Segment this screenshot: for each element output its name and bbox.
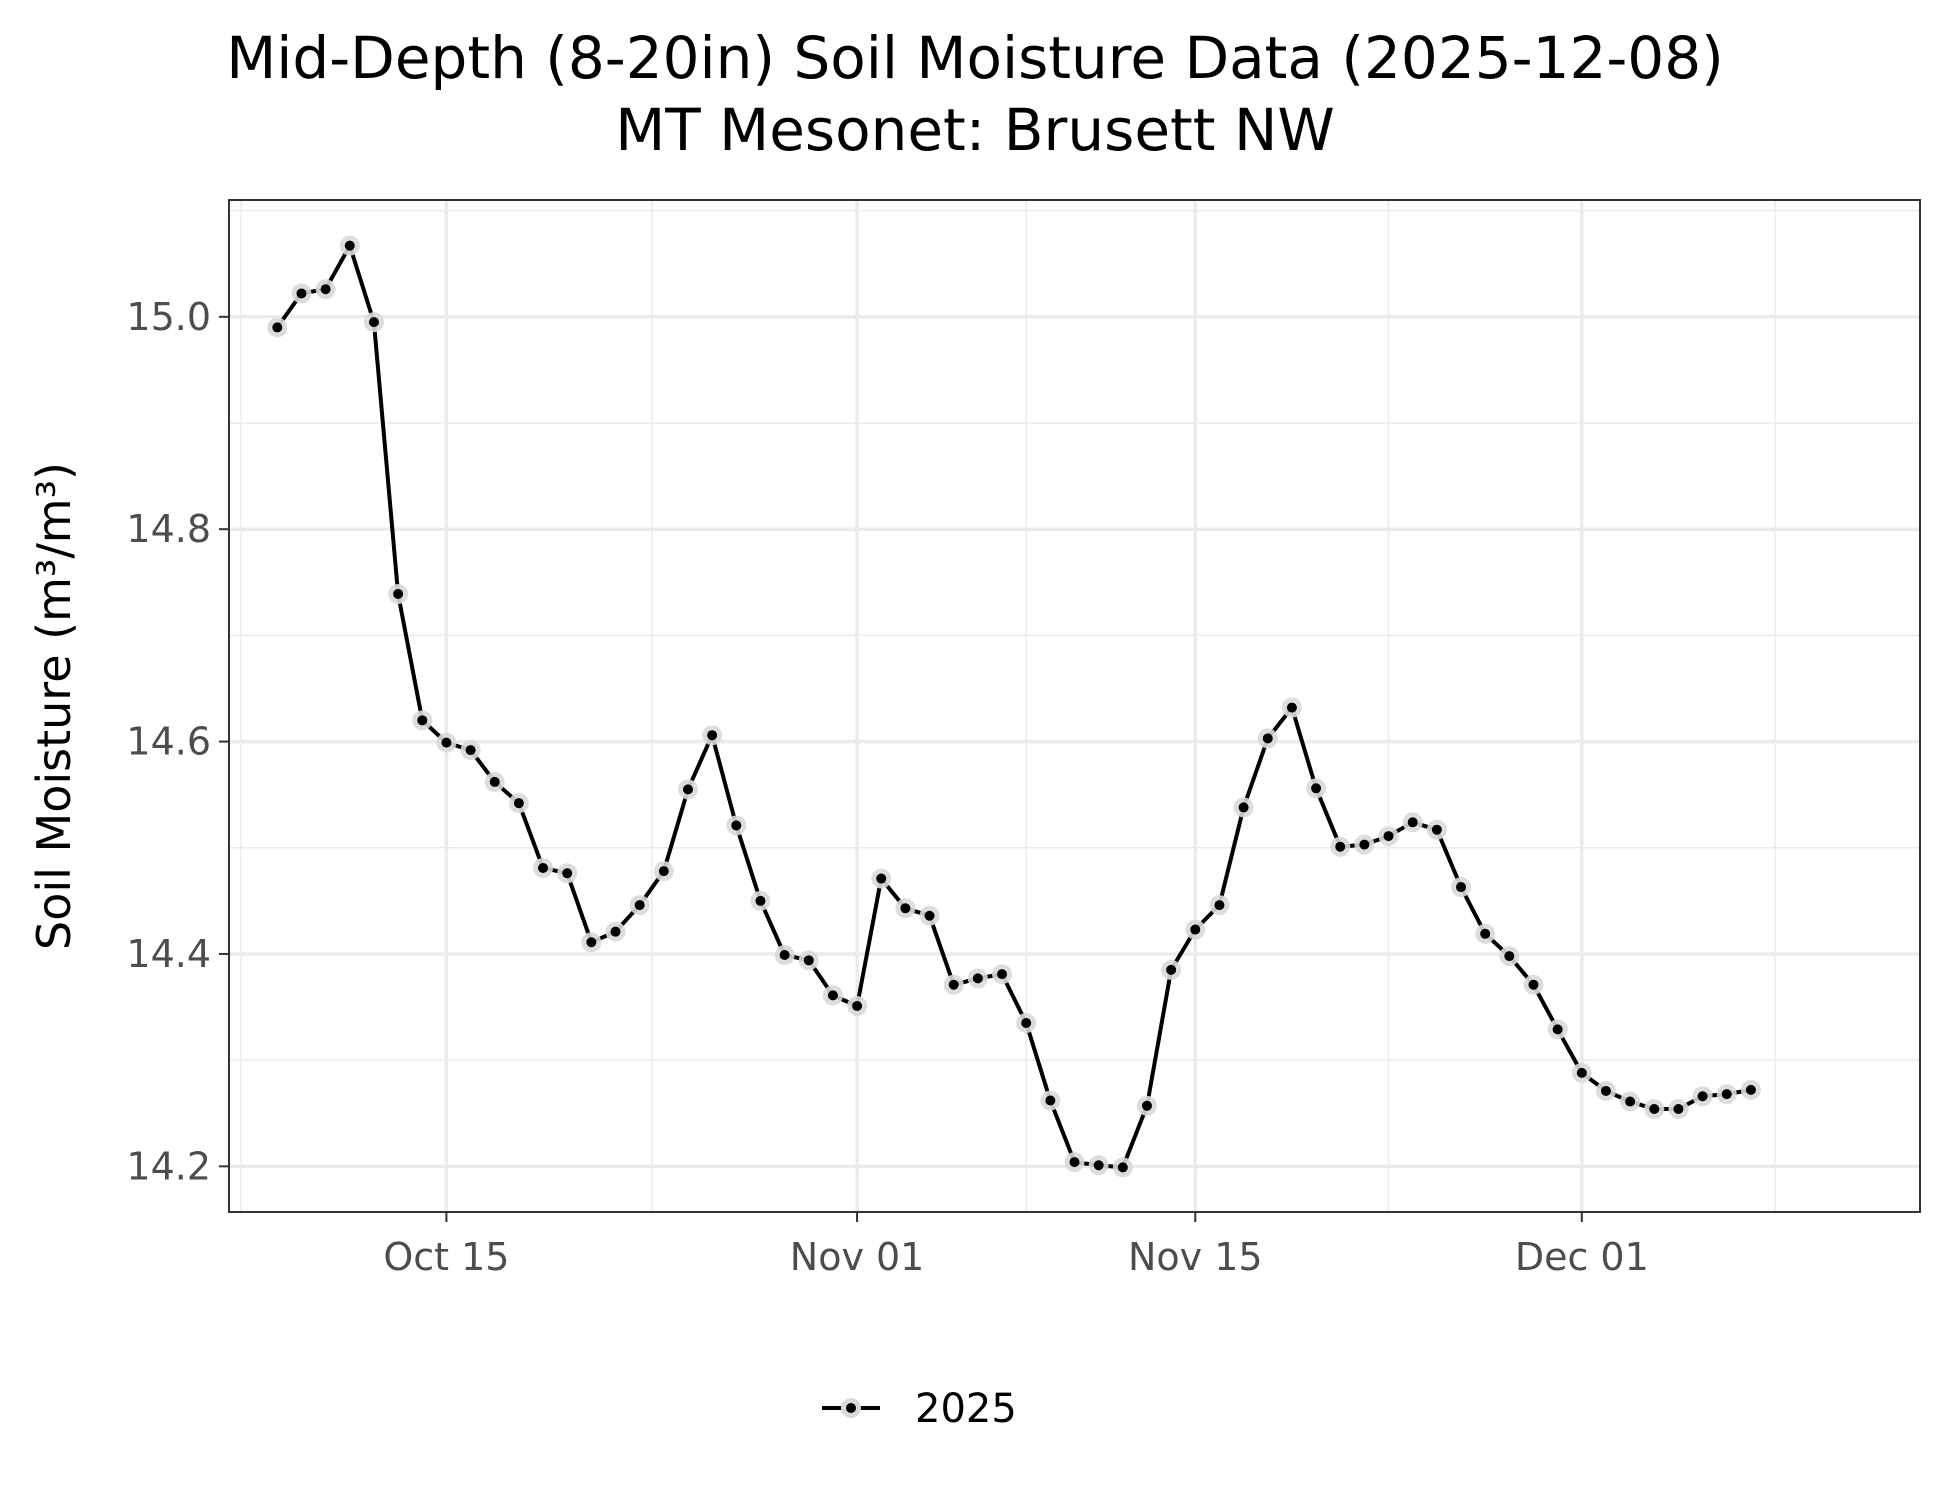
chart-subtitle: MT Mesonet: Brusett NW xyxy=(615,96,1334,164)
data-point xyxy=(562,868,573,879)
data-point xyxy=(513,798,524,809)
data-point xyxy=(610,926,621,937)
series-line xyxy=(275,243,1752,1170)
data-point xyxy=(1214,900,1225,911)
data-point xyxy=(924,910,935,921)
data-point xyxy=(1069,1157,1080,1168)
y-tick-label: 14.2 xyxy=(126,1144,211,1188)
data-point xyxy=(1262,733,1273,744)
data-point xyxy=(489,776,500,787)
data-point xyxy=(852,1000,863,1011)
data-point xyxy=(876,873,887,884)
data-point xyxy=(296,288,307,299)
y-tick-label: 14.4 xyxy=(126,932,211,976)
data-point xyxy=(1697,1091,1708,1102)
data-point xyxy=(779,950,790,961)
panel-border xyxy=(228,199,1921,1213)
data-point xyxy=(634,900,645,911)
data-point xyxy=(948,979,959,990)
data-point xyxy=(1431,824,1442,835)
data-point xyxy=(441,737,452,748)
data-point xyxy=(1673,1103,1684,1114)
x-axis: Oct 15 Nov 01 Nov 15 Dec 01 xyxy=(383,1212,1649,1279)
data-point xyxy=(1504,951,1515,962)
data-point xyxy=(972,973,983,984)
x-tick-label: Oct 15 xyxy=(383,1235,509,1279)
data-point xyxy=(1480,928,1491,939)
data-point xyxy=(1045,1095,1056,1106)
data-point xyxy=(1745,1084,1756,1095)
y-tick-label: 14.8 xyxy=(126,507,211,551)
data-point xyxy=(1117,1162,1128,1173)
data-point xyxy=(1359,839,1370,850)
y-axis: 14.2 14.4 14.6 14.8 15.0 xyxy=(126,295,229,1188)
data-point xyxy=(1383,831,1394,842)
data-point xyxy=(1456,882,1467,893)
chart-title: Mid-Depth (8-20in) Soil Moisture Data (2… xyxy=(226,24,1723,92)
y-tick-label: 15.0 xyxy=(126,295,211,339)
y-tick-label: 14.6 xyxy=(126,720,211,764)
data-point xyxy=(1311,783,1322,794)
data-point xyxy=(1407,817,1418,828)
grid-minor xyxy=(229,200,1920,1212)
x-tick-label: Dec 01 xyxy=(1515,1235,1649,1279)
data-point xyxy=(755,895,766,906)
data-point xyxy=(1190,924,1201,935)
data-point xyxy=(320,284,331,295)
data-point xyxy=(731,820,742,831)
data-point xyxy=(1141,1100,1152,1111)
data-point xyxy=(417,715,428,726)
data-point xyxy=(1625,1096,1636,1107)
data-point xyxy=(1552,1024,1563,1035)
series-points xyxy=(267,235,1761,1178)
data-point xyxy=(465,745,476,756)
data-point xyxy=(997,969,1008,980)
grid-major xyxy=(229,200,1920,1212)
data-point xyxy=(1721,1089,1732,1100)
legend-key-point xyxy=(846,1403,856,1413)
data-point xyxy=(1335,841,1346,852)
data-point xyxy=(344,240,355,251)
data-point xyxy=(1166,964,1177,975)
data-point xyxy=(1649,1103,1660,1114)
data-point xyxy=(803,955,814,966)
data-point xyxy=(393,588,404,599)
data-point xyxy=(1576,1067,1587,1078)
data-point xyxy=(827,990,838,1001)
data-point xyxy=(368,317,379,328)
x-tick-label: Nov 01 xyxy=(790,1235,925,1279)
data-point xyxy=(1238,802,1249,813)
data-point xyxy=(1600,1085,1611,1096)
data-point xyxy=(1093,1160,1104,1171)
data-point xyxy=(538,862,549,873)
series-line-2025 xyxy=(275,243,1752,1170)
legend-label-2025: 2025 xyxy=(915,1386,1017,1432)
y-axis-label: Soil Moisture (m³/m³) xyxy=(27,462,81,950)
data-point xyxy=(1528,979,1539,990)
data-point xyxy=(658,866,669,877)
data-point xyxy=(586,937,597,948)
data-point xyxy=(682,784,693,795)
data-point xyxy=(1286,702,1297,713)
legend: 2025 xyxy=(822,1386,1017,1432)
data-point xyxy=(272,322,283,333)
data-point xyxy=(707,730,718,741)
data-point xyxy=(900,903,911,914)
x-tick-label: Nov 15 xyxy=(1128,1235,1263,1279)
data-point xyxy=(1021,1017,1032,1028)
